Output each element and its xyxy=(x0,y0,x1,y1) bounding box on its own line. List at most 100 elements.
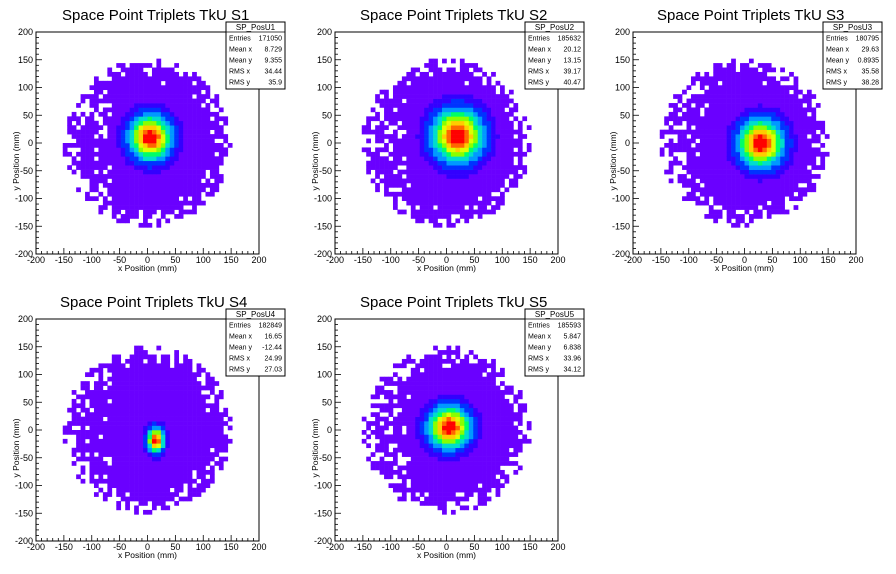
heatmap-cell xyxy=(419,107,425,113)
heatmap-cell xyxy=(789,147,794,153)
heatmap-cell xyxy=(183,443,188,449)
heatmap-cell xyxy=(129,174,135,179)
heatmap-cell xyxy=(201,147,206,153)
heatmap-cell xyxy=(366,138,371,144)
heatmap-cell xyxy=(424,143,429,148)
heatmap-cell xyxy=(143,85,148,91)
heatmap-cell xyxy=(704,178,710,184)
heatmap-cell xyxy=(223,443,229,449)
heatmap-cell xyxy=(116,111,122,117)
stats-row-value: 0.8935 xyxy=(858,58,880,65)
heatmap-cell xyxy=(120,103,126,108)
heatmap-cell xyxy=(107,438,113,444)
heatmap-cell xyxy=(138,363,144,369)
heatmap-cell xyxy=(789,191,794,197)
y-tick-label: 200 xyxy=(18,314,33,324)
heatmap-cell xyxy=(134,421,139,426)
heatmap-cell xyxy=(757,174,763,179)
heatmap-cell xyxy=(201,80,206,86)
heatmap-cell xyxy=(437,354,443,360)
heatmap-cell xyxy=(731,134,736,139)
heatmap-cell xyxy=(771,116,777,122)
heatmap-cell xyxy=(473,156,479,162)
heatmap-cell xyxy=(102,461,108,466)
heatmap-cell xyxy=(464,76,470,82)
stats-box-frame xyxy=(524,21,585,90)
heatmap-cell xyxy=(196,174,202,179)
heatmap-cell xyxy=(71,134,77,139)
heatmap-cell xyxy=(85,394,90,400)
heatmap-cell xyxy=(473,385,479,391)
heatmap-cell xyxy=(102,94,108,99)
heatmap-cell xyxy=(397,89,403,95)
heatmap-cell xyxy=(410,94,416,99)
heatmap-cell xyxy=(178,416,184,422)
heatmap-cell xyxy=(214,403,220,409)
heatmap-cell xyxy=(397,156,403,162)
heatmap-cell xyxy=(437,191,443,197)
heatmap-cell xyxy=(151,129,157,135)
heatmap-cell xyxy=(196,125,202,130)
heatmap-cell xyxy=(187,367,193,373)
heatmap-cell xyxy=(156,345,162,351)
heatmap-cell xyxy=(477,214,483,219)
heatmap-cell xyxy=(766,147,772,153)
heatmap-cell xyxy=(740,94,745,99)
heatmap-cell xyxy=(802,147,808,153)
heatmap-cell xyxy=(762,200,768,206)
heatmap-cell xyxy=(214,169,220,175)
heatmap-cell xyxy=(437,403,443,409)
heatmap-cell xyxy=(428,205,434,210)
heatmap-cell xyxy=(811,116,817,122)
heatmap-cell xyxy=(178,443,184,449)
heatmap-cell xyxy=(160,505,166,511)
heatmap-cell xyxy=(486,478,492,484)
heatmap-cell xyxy=(477,94,483,99)
heatmap-cell xyxy=(129,129,135,135)
heatmap-cell xyxy=(111,403,117,409)
heatmap-cell xyxy=(735,169,741,175)
heatmap-cell xyxy=(428,103,434,108)
heatmap-cell xyxy=(410,381,416,386)
heatmap-cell xyxy=(98,367,104,373)
heatmap-cell xyxy=(446,147,452,153)
heatmap-cell xyxy=(111,469,117,475)
heatmap-cell xyxy=(151,385,157,391)
heatmap-cell xyxy=(486,156,492,162)
heatmap-cell xyxy=(442,447,447,453)
heatmap-cell xyxy=(459,430,465,435)
heatmap-cell xyxy=(80,169,86,175)
heatmap-cell xyxy=(686,120,692,126)
heatmap-cell xyxy=(437,89,443,95)
heatmap-cell xyxy=(169,390,175,395)
heatmap-cell xyxy=(178,80,184,86)
heatmap-cell xyxy=(165,430,171,435)
heatmap-cell xyxy=(477,456,483,462)
heatmap-cell xyxy=(107,89,113,95)
heatmap-cell xyxy=(504,143,510,148)
heatmap-cell xyxy=(129,103,135,108)
heatmap-cell xyxy=(415,125,421,130)
heatmap-cell xyxy=(178,430,184,435)
heatmap-cell xyxy=(125,134,130,139)
heatmap-cell xyxy=(442,492,447,497)
heatmap-cell xyxy=(134,151,139,157)
heatmap-cell xyxy=(780,107,785,113)
heatmap-cell xyxy=(486,182,492,188)
heatmap-cell xyxy=(468,394,474,400)
heatmap-cell xyxy=(798,169,803,175)
heatmap-cell xyxy=(89,151,95,157)
heatmap-cell xyxy=(455,372,461,378)
heatmap-cell xyxy=(120,63,126,68)
heatmap-cell xyxy=(151,160,157,166)
heatmap-cell xyxy=(766,151,772,157)
heatmap-cell xyxy=(205,447,211,453)
heatmap-cell xyxy=(500,129,505,135)
heatmap-cell xyxy=(802,174,808,179)
heatmap-cell xyxy=(169,120,175,126)
heatmap-cell xyxy=(76,474,81,480)
heatmap-cell xyxy=(477,143,483,148)
heatmap-cell xyxy=(120,178,126,184)
heatmap-cell xyxy=(744,125,750,130)
heatmap-cell xyxy=(459,138,465,144)
